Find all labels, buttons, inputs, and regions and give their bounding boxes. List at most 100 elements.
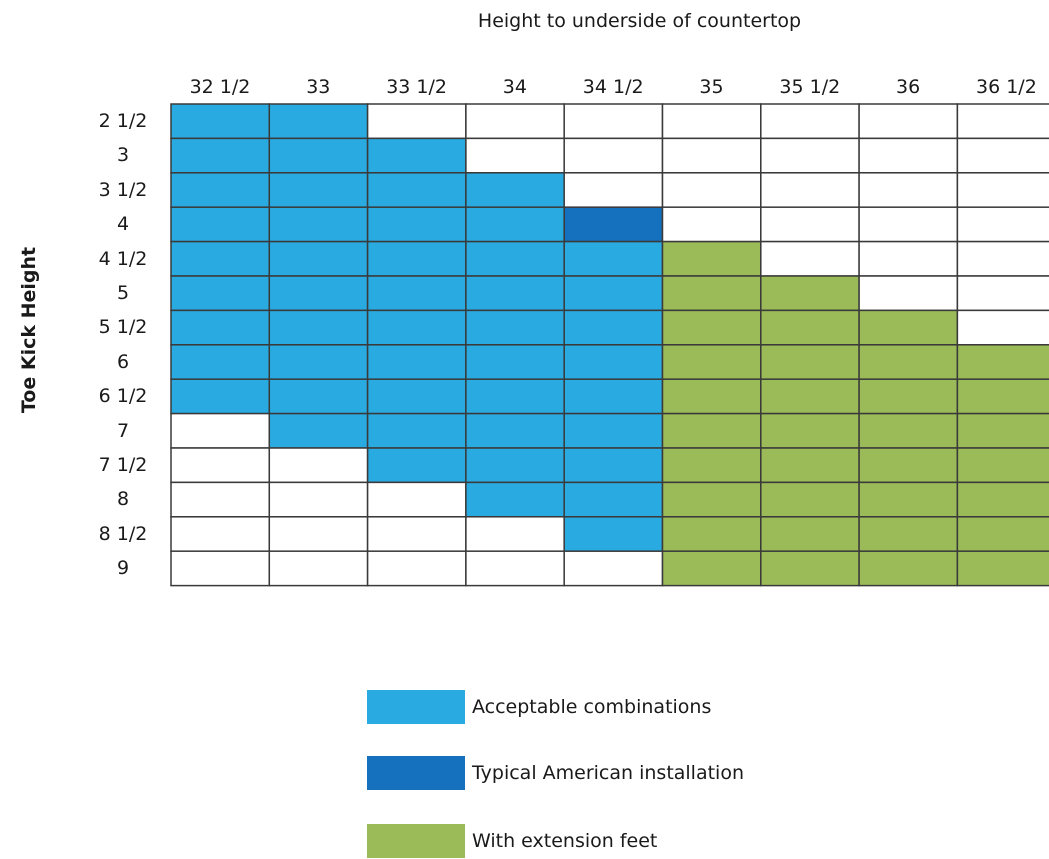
grid-cell-typical bbox=[563, 206, 664, 243]
row-label: 8 bbox=[116, 488, 130, 511]
legend-label: Typical American installation bbox=[472, 762, 745, 784]
grid-cell-acceptable bbox=[563, 309, 664, 346]
grid-cell-none bbox=[170, 550, 271, 587]
grid-cell-acceptable bbox=[366, 206, 467, 243]
column-label: 33 1/2 bbox=[386, 76, 447, 98]
column-label: 34 bbox=[502, 76, 527, 98]
grid-cell-none bbox=[268, 550, 369, 587]
grid-cell-acceptable bbox=[366, 309, 467, 346]
grid-cell-acceptable bbox=[170, 137, 271, 174]
grid-cell-none bbox=[661, 137, 762, 174]
grid-cell-none bbox=[268, 481, 369, 518]
grid-cell-none bbox=[465, 516, 565, 552]
grid-cell-extension bbox=[858, 378, 959, 415]
grid-cell-acceptable bbox=[465, 172, 565, 208]
grid-cell-none bbox=[760, 172, 860, 208]
grid-cell-acceptable bbox=[465, 481, 565, 518]
grid-cell-none bbox=[956, 137, 1049, 174]
grid-cell-extension bbox=[661, 378, 762, 415]
grid-cell-none bbox=[465, 103, 565, 140]
row-label: 6 1/2 bbox=[98, 385, 148, 408]
row-label: 6 bbox=[116, 350, 130, 373]
grid-cell-extension bbox=[858, 550, 959, 587]
grid-cell-none bbox=[170, 481, 271, 518]
grid-cell-none bbox=[170, 412, 271, 449]
column-label: 34 1/2 bbox=[582, 76, 644, 98]
grid-cell-extension bbox=[760, 550, 860, 587]
grid-cell-acceptable bbox=[268, 412, 369, 449]
legend-swatch bbox=[367, 824, 465, 858]
grid-cell-extension bbox=[661, 309, 762, 346]
grid-cell-acceptable bbox=[563, 412, 664, 449]
grid-cell-acceptable bbox=[563, 516, 664, 552]
grid-cell-extension bbox=[760, 516, 860, 552]
grid-cell-extension bbox=[661, 550, 762, 587]
grid-cell-none bbox=[563, 172, 664, 208]
grid-cell-acceptable bbox=[366, 240, 467, 277]
grid-cell-extension bbox=[858, 309, 959, 346]
grid-cell-acceptable bbox=[465, 412, 565, 449]
grid-cell-none bbox=[268, 447, 369, 484]
grid-cell-extension bbox=[661, 275, 762, 312]
grid-cell-acceptable bbox=[563, 240, 664, 277]
grid-cell-none bbox=[465, 550, 565, 587]
grid-cell-acceptable bbox=[170, 275, 271, 312]
legend-label: Acceptable combinations bbox=[472, 696, 712, 718]
grid-cell-acceptable bbox=[268, 103, 369, 140]
grid-cell-acceptable bbox=[465, 309, 565, 346]
grid-cell-none bbox=[661, 103, 762, 140]
grid-cell-none bbox=[858, 275, 959, 312]
legend-label: With extension feet bbox=[472, 830, 658, 852]
grid-cell-none bbox=[956, 240, 1049, 277]
grid-cell-acceptable bbox=[170, 206, 271, 243]
grid-cell-extension bbox=[760, 412, 860, 449]
grid-cell-none bbox=[366, 516, 467, 552]
combination-grid bbox=[170, 103, 1049, 587]
row-label: 7 bbox=[116, 419, 130, 442]
grid-cell-none bbox=[760, 137, 860, 174]
row-label: 3 1/2 bbox=[98, 178, 148, 201]
row-label: 7 1/2 bbox=[98, 454, 148, 476]
row-label: 2 1/2 bbox=[98, 110, 148, 132]
grid-cell-acceptable bbox=[366, 378, 467, 415]
column-label: 36 bbox=[896, 76, 921, 98]
grid-cell-none bbox=[858, 103, 959, 140]
grid-cell-extension bbox=[956, 481, 1049, 518]
row-label: 4 bbox=[116, 213, 130, 236]
row-label: 4 1/2 bbox=[98, 247, 148, 270]
grid-cell-none bbox=[661, 206, 762, 243]
grid-cell-none bbox=[366, 103, 467, 140]
grid-cell-acceptable bbox=[366, 447, 467, 484]
grid-cell-extension bbox=[760, 344, 860, 380]
grid-cell-none bbox=[366, 481, 467, 518]
grid-cell-acceptable bbox=[268, 275, 369, 312]
grid-cell-acceptable bbox=[170, 344, 271, 380]
grid-cell-acceptable bbox=[563, 344, 664, 380]
grid-cell-acceptable bbox=[268, 309, 369, 346]
grid-cell-acceptable bbox=[268, 206, 369, 243]
grid-cell-acceptable bbox=[465, 344, 565, 380]
grid-cell-extension bbox=[760, 275, 860, 312]
column-label: 32 1/2 bbox=[189, 76, 251, 98]
grid-cell-acceptable bbox=[170, 309, 271, 346]
column-label: 35 1/2 bbox=[779, 76, 841, 98]
grid-cell-none bbox=[858, 172, 959, 208]
legend-swatch bbox=[367, 756, 465, 790]
column-label: 35 bbox=[699, 76, 724, 98]
grid-cell-extension bbox=[858, 516, 959, 552]
grid-cell-acceptable bbox=[268, 240, 369, 277]
grid-cell-extension bbox=[956, 516, 1049, 552]
grid-cell-none bbox=[465, 137, 565, 174]
grid-cell-none bbox=[956, 206, 1049, 243]
grid-cell-acceptable bbox=[563, 447, 664, 484]
legend-swatch bbox=[367, 690, 465, 724]
grid-cell-acceptable bbox=[366, 137, 467, 174]
row-label: 8 1/2 bbox=[98, 522, 148, 545]
grid-cell-acceptable bbox=[563, 275, 664, 312]
column-label: 33 bbox=[306, 76, 331, 98]
grid-cell-extension bbox=[956, 447, 1049, 484]
grid-cell-acceptable bbox=[465, 447, 565, 484]
grid-cell-none bbox=[563, 550, 664, 587]
grid-cell-none bbox=[760, 103, 860, 140]
row-label: 5 1/2 bbox=[98, 316, 148, 339]
